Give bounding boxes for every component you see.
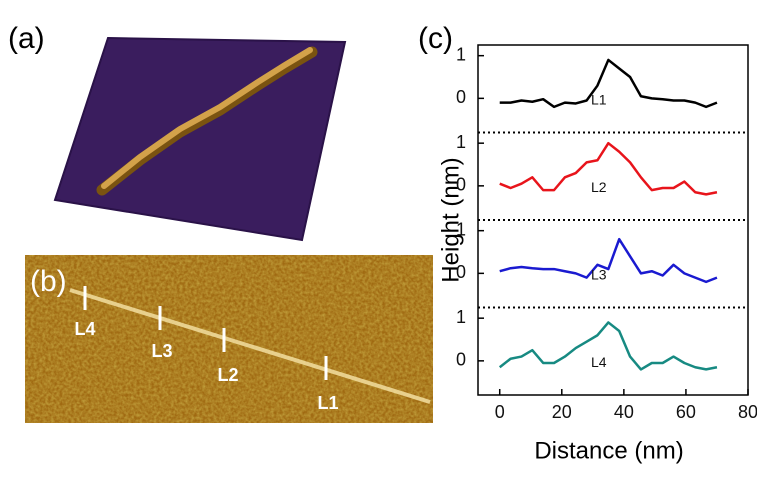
panel-label: (b) bbox=[30, 265, 67, 298]
series-label: L4 bbox=[591, 354, 607, 370]
series-line bbox=[499, 58, 718, 109]
y-tick-label: 1 bbox=[456, 44, 466, 64]
series-label: L3 bbox=[591, 267, 607, 283]
series-line bbox=[498, 321, 718, 371]
series-label: L1 bbox=[591, 92, 607, 108]
surface-image bbox=[53, 36, 347, 242]
afm-image bbox=[25, 255, 433, 423]
x-tick-label: 40 bbox=[614, 402, 634, 422]
y-tick-label: 0 bbox=[456, 87, 466, 107]
x-tick-label: 0 bbox=[495, 402, 505, 422]
x-tick-label: 60 bbox=[676, 402, 696, 422]
series-line bbox=[499, 237, 718, 284]
x-tick-label: 80 bbox=[738, 402, 757, 422]
y-tick-label: 1 bbox=[456, 219, 466, 239]
y-tick-label: 1 bbox=[456, 307, 466, 327]
x-tick-label: 20 bbox=[552, 402, 572, 422]
line-label: L4 bbox=[74, 319, 95, 339]
panel-label: (a) bbox=[8, 22, 45, 55]
line-label: L3 bbox=[151, 341, 172, 361]
series-label: L2 bbox=[591, 179, 607, 195]
y-tick-label: 0 bbox=[456, 175, 466, 195]
y-tick-label: 0 bbox=[456, 262, 466, 282]
series-line bbox=[499, 141, 718, 196]
y-tick-label: 1 bbox=[456, 132, 466, 152]
y-axis-title: Height (nm) bbox=[437, 157, 464, 282]
line-label: L1 bbox=[317, 393, 338, 413]
line-label: L2 bbox=[217, 365, 238, 385]
panel-label: (c) bbox=[418, 22, 453, 55]
y-tick-label: 0 bbox=[456, 350, 466, 370]
x-axis-title: Distance (nm) bbox=[534, 437, 683, 464]
